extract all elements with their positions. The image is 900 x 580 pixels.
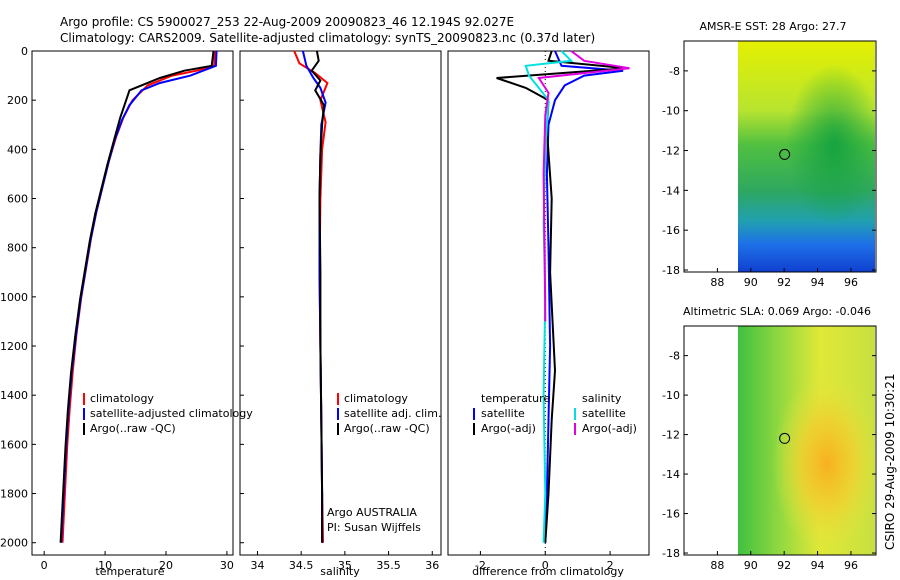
temperature-legend: climatology satellite-adjusted climatolo…: [83, 392, 253, 435]
difference-xlabel: difference from climatology: [472, 565, 624, 578]
x-tick-label: 0: [41, 559, 48, 572]
series-line-climatology: [61, 50, 216, 543]
sst-map-title: AMSR-E SST: 28 Argo: 27.7: [699, 20, 846, 33]
x-tick-label: 94: [811, 276, 825, 289]
sla-map-warm-patch: [738, 326, 875, 555]
legend-label-sal-satellite: satellite: [582, 407, 626, 420]
legend-header-salinity: salinity: [582, 392, 622, 405]
y-tick-label: 800: [7, 242, 28, 255]
sst-argo-position-marker: [779, 148, 791, 160]
x-tick-label: 96: [844, 276, 858, 289]
y-tick-label: -10: [662, 389, 680, 402]
figure-title-line1: Argo profile: CS 5900027_253 22-Aug-2009…: [60, 15, 514, 29]
x-tick-label: 35.5: [376, 559, 401, 572]
temperature-xlabel: temperature: [95, 565, 164, 578]
x-tick-label: 94: [811, 559, 825, 572]
x-tick-label: 0: [542, 559, 549, 572]
legend-label-temp-argo: Argo(-adj): [481, 422, 536, 435]
y-tick-label: 1000: [0, 291, 28, 304]
x-tick-label: -2: [475, 559, 486, 572]
x-tick-label: 92: [777, 276, 791, 289]
series-line-temperature-satellite: [544, 50, 624, 543]
x-tick-label: 35: [338, 559, 352, 572]
y-tick-label: -10: [662, 105, 680, 118]
x-tick-label: 34: [250, 559, 264, 572]
y-tick-label: 1400: [0, 389, 28, 402]
legend-header-temperature: temperature: [481, 392, 550, 405]
series-line-temperature-argo-adj-: [496, 50, 627, 543]
sst-map-panel: AMSR-E SST: 28 Argo: 27.7 88 90 92 94 96 -8 -1…: [662, 20, 877, 289]
x-tick-label: 34.5: [289, 559, 314, 572]
x-tick-label: 20: [159, 559, 173, 572]
salinity-legend: climatology satellite adj. clim. Argo(..…: [337, 392, 441, 435]
y-tick-label: -14: [662, 184, 680, 197]
temperature-panel: 0 10 20 30 0 200 400 600 800 1000 1200 1400 1600 1800…: [0, 45, 253, 578]
series-line-salinity-argo-adj-: [537, 50, 630, 322]
sla-argo-position-marker: [779, 432, 791, 444]
sla-map-panel: Altimetric SLA: 0.069 Argo: -0.046 88 90 9…: [662, 305, 877, 572]
y-tick-label: 1600: [0, 438, 28, 451]
x-tick-label: 88: [710, 559, 724, 572]
series-line-argo-raw-qc-: [59, 50, 215, 543]
y-tick-label: -18: [662, 264, 680, 277]
difference-panel: -2 0 2 difference from climatology tempera…: [447, 50, 650, 578]
sla-map-title: Altimetric SLA: 0.069 Argo: -0.046: [683, 305, 871, 318]
sla-map-frame: [683, 325, 877, 556]
salinity-panel: 34 34.5 35 35.5 36 salinity climatology sate…: [239, 50, 442, 578]
y-tick-label: 1200: [0, 340, 28, 353]
legend-label-argo: Argo(..raw -QC): [90, 422, 176, 435]
x-tick-label: 10: [98, 559, 112, 572]
y-tick-label: -8: [669, 65, 680, 78]
x-tick-label: 90: [744, 276, 758, 289]
sst-map-frame: [683, 40, 877, 273]
y-tick-label: 1800: [0, 488, 28, 501]
legend-label-climatology: climatology: [344, 392, 408, 405]
figure-title-line2: Climatology: CARS2009. Satellite-adjuste…: [60, 31, 595, 45]
x-tick-label: 30: [220, 559, 234, 572]
y-tick-label: 2000: [0, 537, 28, 550]
legend-label-temp-satellite: satellite: [481, 407, 525, 420]
legend-label-climatology: climatology: [90, 392, 154, 405]
y-tick-label: 200: [7, 94, 28, 107]
x-tick-label: 88: [710, 276, 724, 289]
legend-label-sal-argo: Argo(-adj): [582, 422, 637, 435]
legend-label-argo: Argo(..raw -QC): [344, 422, 430, 435]
legend-label-satellite-adj: satellite adj. clim.: [344, 407, 441, 420]
legend-label-satellite-adjusted: satellite-adjusted climatology: [90, 407, 253, 420]
csiro-timestamp: CSIRO 29-Aug-2009 10:30:21: [883, 374, 897, 550]
y-tick-label: 400: [7, 143, 28, 156]
x-tick-label: 36: [425, 559, 439, 572]
annotation-argo-australia: Argo AUSTRALIA: [327, 506, 417, 519]
y-tick-label: 0: [21, 45, 28, 58]
series-line-salinity-satellite: [524, 50, 574, 543]
y-tick-label: -14: [662, 468, 680, 481]
series-line-satellite-adjusted-climatology: [60, 50, 218, 543]
series-line-argo-raw-qc-: [310, 50, 325, 543]
y-tick-label: -12: [662, 145, 680, 158]
salinity-xlabel: salinity: [320, 565, 360, 578]
x-tick-label: 90: [744, 559, 758, 572]
sst-map-cool-patch: [738, 41, 875, 272]
difference-legend: temperature salinity satellite Argo(-adj…: [473, 392, 637, 435]
x-tick-label: 92: [777, 559, 791, 572]
y-tick-label: -18: [662, 547, 680, 560]
x-tick-label: 96: [844, 559, 858, 572]
x-tick-label: 2: [607, 559, 614, 572]
y-tick-label: 600: [7, 193, 28, 206]
y-tick-label: -16: [662, 224, 680, 237]
annotation-pi-name: PI: Susan Wijffels: [327, 521, 421, 534]
temperature-axes-frame: [31, 50, 234, 556]
y-tick-label: -8: [669, 350, 680, 363]
salinity-axes-frame: [239, 50, 442, 556]
y-tick-label: -12: [662, 429, 680, 442]
y-tick-label: -16: [662, 508, 680, 521]
difference-axes-frame: [447, 50, 650, 556]
